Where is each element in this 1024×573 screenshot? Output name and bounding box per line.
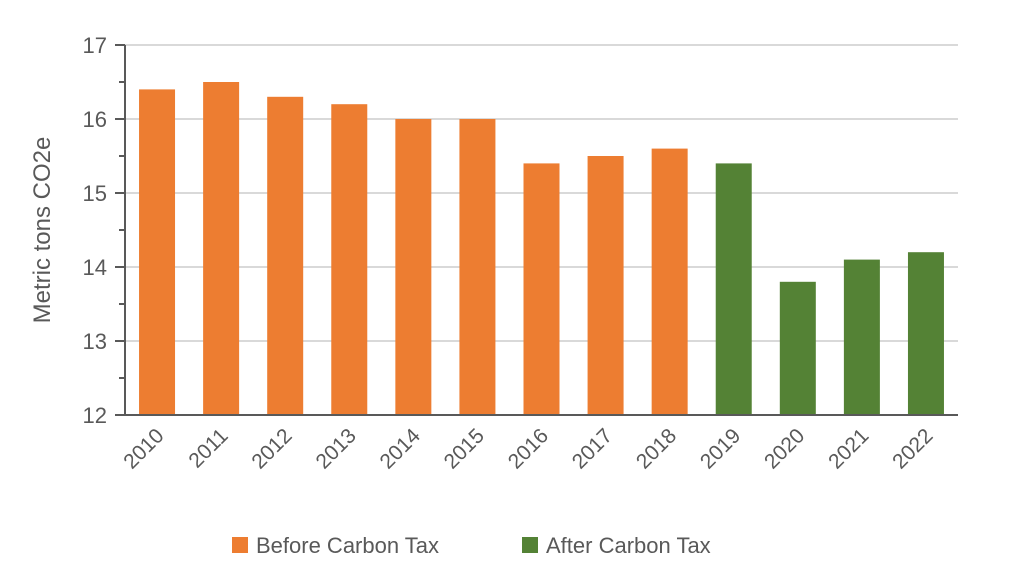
legend-label-before: Before Carbon Tax <box>256 533 439 558</box>
bar-2016 <box>523 163 560 415</box>
x-tick-label: 2019 <box>696 424 745 473</box>
bar-2019 <box>715 163 752 415</box>
x-tick-label: 2011 <box>184 424 232 472</box>
y-tick-label: 13 <box>83 329 107 354</box>
y-axis-label: Metric tons CO2e <box>29 137 56 324</box>
bar-2011 <box>203 82 240 415</box>
x-tick-label: 2022 <box>888 424 937 473</box>
legend-swatch-after <box>522 537 538 553</box>
x-tick-label: 2014 <box>376 424 426 474</box>
bar-2020 <box>779 281 816 415</box>
x-tick-label: 2021 <box>824 424 873 473</box>
bar-2015 <box>459 119 496 415</box>
bar-2022 <box>907 252 944 415</box>
y-tick-label: 15 <box>83 181 107 206</box>
x-tick-labels: 2010 2011 2012 2013 2014 2015 2016 2017 2018 2019… <box>119 424 937 474</box>
x-tick-label: 2010 <box>119 424 168 473</box>
bar-2010 <box>139 89 176 416</box>
legend-swatch-before <box>232 537 248 553</box>
x-tick-label: 2015 <box>440 424 489 473</box>
legend: Before Carbon Tax After Carbon Tax <box>232 533 711 558</box>
bar-2013 <box>331 104 368 415</box>
y-axis: 12 13 14 15 16 17 <box>83 33 958 428</box>
bar-2021 <box>843 259 880 415</box>
bar-2017 <box>587 156 624 415</box>
bar-2018 <box>651 148 688 415</box>
y-tick-label: 16 <box>83 107 107 132</box>
y-tick-label: 14 <box>83 255 107 280</box>
legend-label-after: After Carbon Tax <box>546 533 711 558</box>
x-tick-label: 2012 <box>247 424 296 473</box>
x-tick-label: 2017 <box>568 424 617 473</box>
x-tick-label: 2013 <box>312 424 361 473</box>
x-tick-label: 2018 <box>632 424 681 473</box>
y-tick-label: 12 <box>83 403 107 428</box>
x-tick-label: 2016 <box>504 424 553 473</box>
bars <box>139 82 944 416</box>
y-tick-label: 17 <box>83 33 107 58</box>
bar-2014 <box>395 119 432 415</box>
bar-2012 <box>267 96 304 416</box>
x-tick-label: 2020 <box>760 424 809 473</box>
